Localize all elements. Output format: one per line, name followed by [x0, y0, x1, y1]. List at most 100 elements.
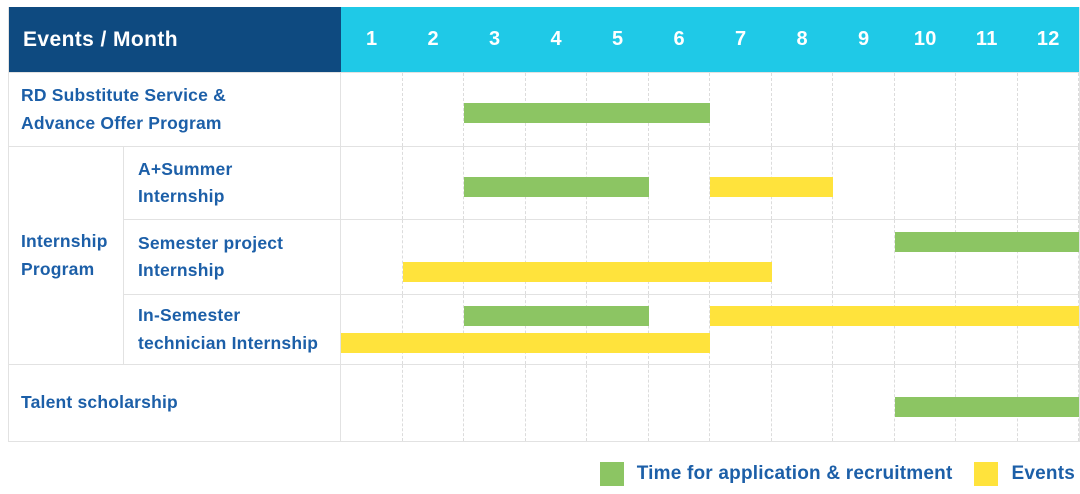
month-gridline-cell — [341, 147, 403, 219]
month-gridline-cell — [464, 220, 526, 294]
row-label-in_semester_technician: In-Semester technician Internship — [124, 295, 341, 364]
month-gridline-cell — [772, 295, 833, 364]
month-gridline-cell — [895, 73, 956, 146]
month-gridline-cell — [403, 73, 464, 146]
month-gridline-cell — [956, 295, 1018, 364]
group-label-internship_program: Internship Program — [9, 147, 124, 364]
bar-events — [341, 333, 710, 354]
month-header-3: 3 — [489, 28, 501, 50]
month-gridline-cell — [833, 220, 895, 294]
month-gridline-cell — [1018, 295, 1079, 364]
month-gridline-cell — [772, 220, 833, 294]
header-events-month-label: Events / Month — [23, 27, 178, 51]
row-label-line: Advance Offer Program — [21, 112, 222, 133]
legend-item-events: Events — [974, 462, 1075, 486]
month-header-8: 8 — [796, 28, 808, 50]
table-body: RD Substitute Service & Advance Offer Pro… — [9, 72, 1079, 441]
month-gridline-cell — [956, 147, 1018, 219]
chart-cell-in_semester_technician — [341, 295, 1079, 364]
legend-swatch-events — [974, 462, 999, 486]
month-gridline-cell — [587, 365, 649, 441]
row-label-line: In-Semester — [138, 305, 241, 326]
table-header-row: Events / Month 1 2 3 4 5 6 7 8 9 10 11 12 — [9, 7, 1079, 72]
month-header-7: 7 — [735, 28, 747, 50]
bar-recruitment — [894, 232, 1079, 253]
subrows-internship_program: A+Summer Internship Semester project Intern… — [124, 147, 1079, 364]
row-label-line: RD Substitute Service & — [21, 85, 226, 106]
month-gridline-cell — [710, 220, 772, 294]
month-header-1: 1 — [366, 28, 378, 50]
month-gridline-cell — [403, 365, 464, 441]
row-in_semester_technician: In-Semester technician Internship — [124, 294, 1079, 364]
month-gridline-cell — [833, 295, 895, 364]
chart-cell-talent_scholarship — [341, 365, 1079, 441]
events-month-table: Events / Month 1 2 3 4 5 6 7 8 9 10 11 12 RD Substi… — [8, 7, 1080, 442]
month-gridline-cell — [341, 220, 403, 294]
month-header-9: 9 — [858, 28, 870, 50]
legend-label-events: Events — [1011, 463, 1075, 484]
row-label-line: Internship — [138, 186, 225, 206]
month-gridline-cell — [341, 365, 403, 441]
legend-label-recruitment: Time for application & recruitment — [636, 463, 953, 484]
month-gridline-cell — [526, 220, 587, 294]
month-header-12: 12 — [1036, 28, 1060, 50]
month-gridline-cell — [772, 365, 833, 441]
row-a_plus_summer: A+Summer Internship — [124, 147, 1079, 219]
month-header-5: 5 — [612, 28, 624, 50]
month-gridline-cell — [1018, 147, 1079, 219]
month-gridline-cell — [710, 365, 772, 441]
month-gridline-cell — [649, 147, 710, 219]
month-gridline-cell — [772, 73, 833, 146]
month-gridline-cell — [403, 295, 464, 364]
month-gridline-cell — [403, 147, 464, 219]
row-label-line: Talent scholarship — [21, 392, 178, 413]
month-gridline-cell — [956, 73, 1018, 146]
month-gridline-cell — [895, 147, 956, 219]
month-gridline-cell — [587, 220, 649, 294]
bar-events — [710, 305, 1079, 326]
month-header-6: 6 — [673, 28, 685, 50]
row-label-line: A+Summer — [138, 158, 233, 179]
row-rd_substitute: RD Substitute Service & Advance Offer Pro… — [9, 72, 1079, 146]
bar-recruitment — [464, 176, 649, 197]
header-events-month-cell: Events / Month — [9, 7, 341, 72]
month-gridline-cell — [833, 365, 895, 441]
month-header-10: 10 — [913, 28, 937, 50]
row-label-line: Internship — [138, 260, 225, 280]
legend-swatch-recruitment — [599, 462, 624, 486]
row-label-talent_scholarship: Talent scholarship — [9, 365, 341, 441]
chart-cell-semester_project — [341, 220, 1079, 294]
row-label-rd_substitute: RD Substitute Service & Advance Offer Pro… — [9, 73, 341, 146]
month-gridline-cell — [464, 365, 526, 441]
month-gridline-cell — [833, 147, 895, 219]
month-gridline-cell — [526, 295, 587, 364]
header-months-band: 1 2 3 4 5 6 7 8 9 10 11 12 — [341, 7, 1079, 72]
legend-item-recruitment: Time for application & recruitment — [599, 462, 953, 486]
row-label-line: Semester project — [138, 232, 284, 253]
month-gridline-cell — [956, 220, 1018, 294]
bar-recruitment — [464, 103, 710, 124]
month-header-4: 4 — [550, 28, 562, 50]
bar-recruitment — [894, 396, 1079, 417]
month-gridline-cell — [526, 365, 587, 441]
bar-recruitment — [464, 305, 649, 326]
section-internship_program: Internship Program A+Summer Internship Semes… — [9, 146, 1079, 364]
month-gridline-cell — [710, 295, 772, 364]
row-label-line: Internship — [21, 231, 108, 252]
month-gridline-cell — [1018, 73, 1079, 146]
month-gridline-cell — [649, 220, 710, 294]
month-gridline-cell — [341, 295, 403, 364]
month-gridline-cell — [895, 295, 956, 364]
month-gridline-cell — [833, 73, 895, 146]
bar-events — [402, 261, 772, 282]
month-gridline-cell — [464, 295, 526, 364]
row-label-semester_project: Semester project Internship — [124, 220, 341, 294]
row-label-a_plus_summer: A+Summer Internship — [124, 147, 341, 219]
row-label-line: Program — [21, 258, 95, 279]
month-gridline-cell — [649, 365, 710, 441]
bar-events — [710, 176, 833, 197]
row-semester_project: Semester project Internship — [124, 219, 1079, 294]
month-header-2: 2 — [427, 28, 439, 50]
month-gridline-cell — [895, 220, 956, 294]
